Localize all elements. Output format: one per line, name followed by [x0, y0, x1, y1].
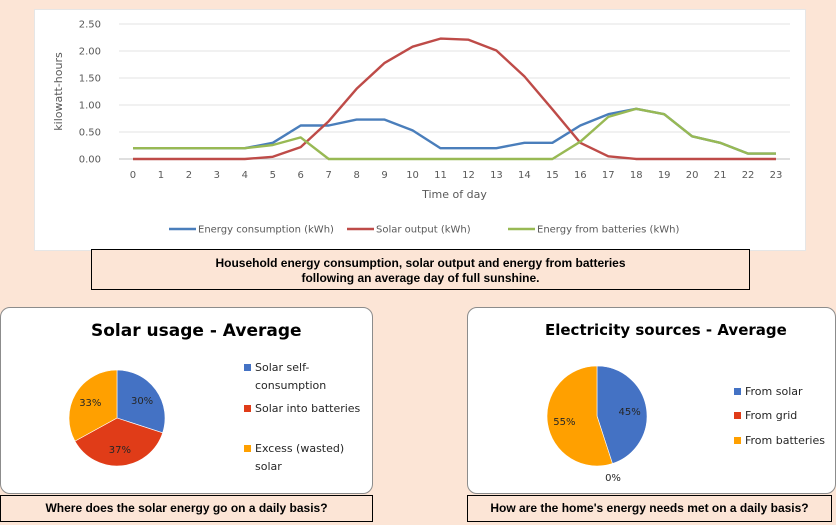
pie-slice-3 [546, 365, 613, 467]
x-tick-label: 19 [658, 170, 671, 181]
x-tick-label: 11 [434, 170, 447, 181]
y-tick-label: 0.50 [79, 128, 101, 139]
pie-data-label-2: 37% [109, 445, 131, 456]
x-tick-label: 9 [381, 170, 387, 181]
y-axis-title: kilowatt-hours [52, 52, 65, 131]
x-tick-label: 14 [518, 170, 531, 181]
x-tick-label: 8 [353, 170, 359, 181]
y-tick-label: 1.50 [79, 74, 101, 85]
legend-label-2: Solar output (kWh) [376, 225, 471, 236]
legend-label-1: Solar self-consumption [255, 361, 327, 392]
legend-swatch-3 [734, 437, 741, 444]
pie-slice-3 [68, 369, 118, 442]
x-tick-label: 5 [270, 170, 276, 181]
legend-label-2: Solar into batteries [255, 402, 361, 415]
pie-slice-1 [116, 369, 166, 434]
legend-label-1: From solar [745, 385, 803, 398]
legend-swatch-2 [734, 412, 741, 419]
x-tick-label: 10 [406, 170, 419, 181]
series-line-2 [133, 37, 776, 161]
series-line-1 [133, 107, 776, 155]
y-tick-label: 2.50 [79, 20, 101, 31]
pie-data-label-1: 45% [618, 407, 640, 418]
x-tick-label: 17 [602, 170, 615, 181]
x-tick-label: 12 [462, 170, 475, 181]
x-tick-label: 4 [242, 170, 248, 181]
electricity-sources-pie: 45% 0% 55% [546, 365, 648, 484]
x-tick-label: 7 [326, 170, 332, 181]
line-caption-line2: following an average day of full sunshin… [301, 271, 540, 285]
legend-label-3: Excess (wasted) solar [255, 442, 345, 473]
legend-label-1: Energy consumption (kWh) [198, 225, 334, 236]
electricity-sources-caption: How are the home's energy needs met on a… [467, 495, 832, 522]
x-tick-label: 21 [714, 170, 727, 181]
line-chart-caption: Household energy consumption, solar outp… [91, 249, 750, 290]
solar-usage-title: Solar usage - Average [91, 321, 302, 341]
x-tick-label: 6 [298, 170, 304, 181]
legend-swatch-3 [244, 445, 251, 452]
line-chart-panel: 0.00 0.50 1.00 1.50 2.00 2.50 0 1 2 3 4 5 6 7 8 9 10 11 12… [34, 9, 806, 251]
y-tick-label: 2.00 [79, 47, 101, 58]
y-tick-label: 1.00 [79, 101, 101, 112]
solar-usage-panel: Solar usage - Average 30% 37% 33% Solar se… [0, 307, 373, 494]
line-chart: 0.000.501.001.502.002.500 1 2 3 4 5 6 7 8 9 10 11 12… [52, 20, 790, 236]
solar-usage-pie: 30% 37% 33% [68, 369, 166, 467]
x-tick-label: 2 [186, 170, 192, 181]
legend-swatch-1 [244, 364, 251, 371]
legend-label-3: From batteries [745, 434, 825, 447]
pie-slice-2 [74, 417, 164, 467]
x-tick-label: 0 [130, 170, 136, 181]
pie-data-label-1: 30% [131, 396, 153, 407]
x-tick-label: 1 [158, 170, 164, 181]
electricity-sources-title: Electricity sources - Average [545, 321, 787, 339]
x-tick-label: 13 [490, 170, 503, 181]
x-tick-label: 3 [214, 170, 220, 181]
legend-label-3: Energy from batteries (kWh) [537, 225, 679, 236]
x-tick-label: 15 [546, 170, 559, 181]
pie-data-label-3: 33% [79, 398, 101, 409]
x-tick-label: 22 [742, 170, 755, 181]
y-tick-label: 0.00 [79, 155, 101, 166]
legend-label-2: From grid [745, 409, 798, 422]
x-tick-label: 16 [574, 170, 587, 181]
x-tick-label: 23 [770, 170, 783, 181]
series-line-3 [133, 107, 776, 161]
legend-swatch-1 [734, 388, 741, 395]
legend-swatch-2 [244, 405, 251, 412]
x-axis-title: Time of day [421, 188, 487, 201]
pie-data-label-2: 0% [605, 473, 621, 484]
pie-data-label-3: 55% [553, 417, 575, 428]
solar-usage-caption: Where does the solar energy go on a dail… [0, 495, 373, 522]
x-tick-label: 20 [686, 170, 699, 181]
pie-slice-1 [596, 365, 648, 464]
line-caption-line1: Household energy consumption, solar outp… [215, 256, 626, 270]
electricity-sources-panel: Electricity sources - Average 45% 0% 55% F… [467, 307, 836, 494]
x-tick-label: 18 [630, 170, 643, 181]
